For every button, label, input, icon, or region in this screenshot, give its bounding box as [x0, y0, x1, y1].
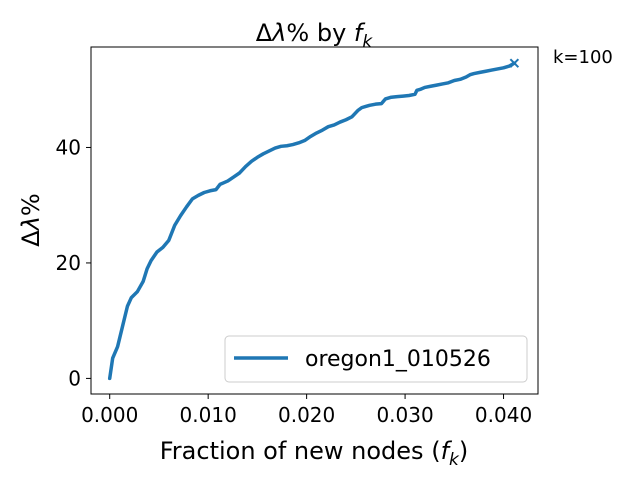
- legend-label: oregon1_010526: [305, 347, 491, 372]
- x-tick-label: 0.040: [475, 403, 532, 427]
- legend-box: [224, 335, 528, 383]
- chart-title: Δλ% by fk: [256, 19, 374, 52]
- series-line-oregon1-010526: [107, 61, 517, 381]
- legend: oregon1_010526: [224, 335, 528, 383]
- x-tick-label: 0.010: [180, 403, 237, 427]
- x-axis-ticks: 0.000 0.010 0.020 0.030 0.040: [81, 394, 532, 427]
- y-axis-ticks: 0 20 40: [56, 135, 91, 390]
- x-tick-label: 0.030: [376, 403, 433, 427]
- endpoint-label: k=100: [553, 47, 613, 68]
- x-axis-label: Fraction of new nodes (fk): [160, 437, 469, 470]
- x-tick-label: 0.000: [81, 403, 138, 427]
- endpoint-marker: [509, 58, 520, 68]
- y-axis-label: Δλ%: [17, 193, 45, 246]
- endpoint-marker-stroke: [509, 58, 520, 68]
- axes-frame: [90, 46, 539, 395]
- y-tick-label: 20: [56, 251, 81, 275]
- y-tick-label: 0: [68, 366, 81, 390]
- y-tick-label: 40: [56, 135, 81, 159]
- x-tick-label: 0.020: [278, 403, 335, 427]
